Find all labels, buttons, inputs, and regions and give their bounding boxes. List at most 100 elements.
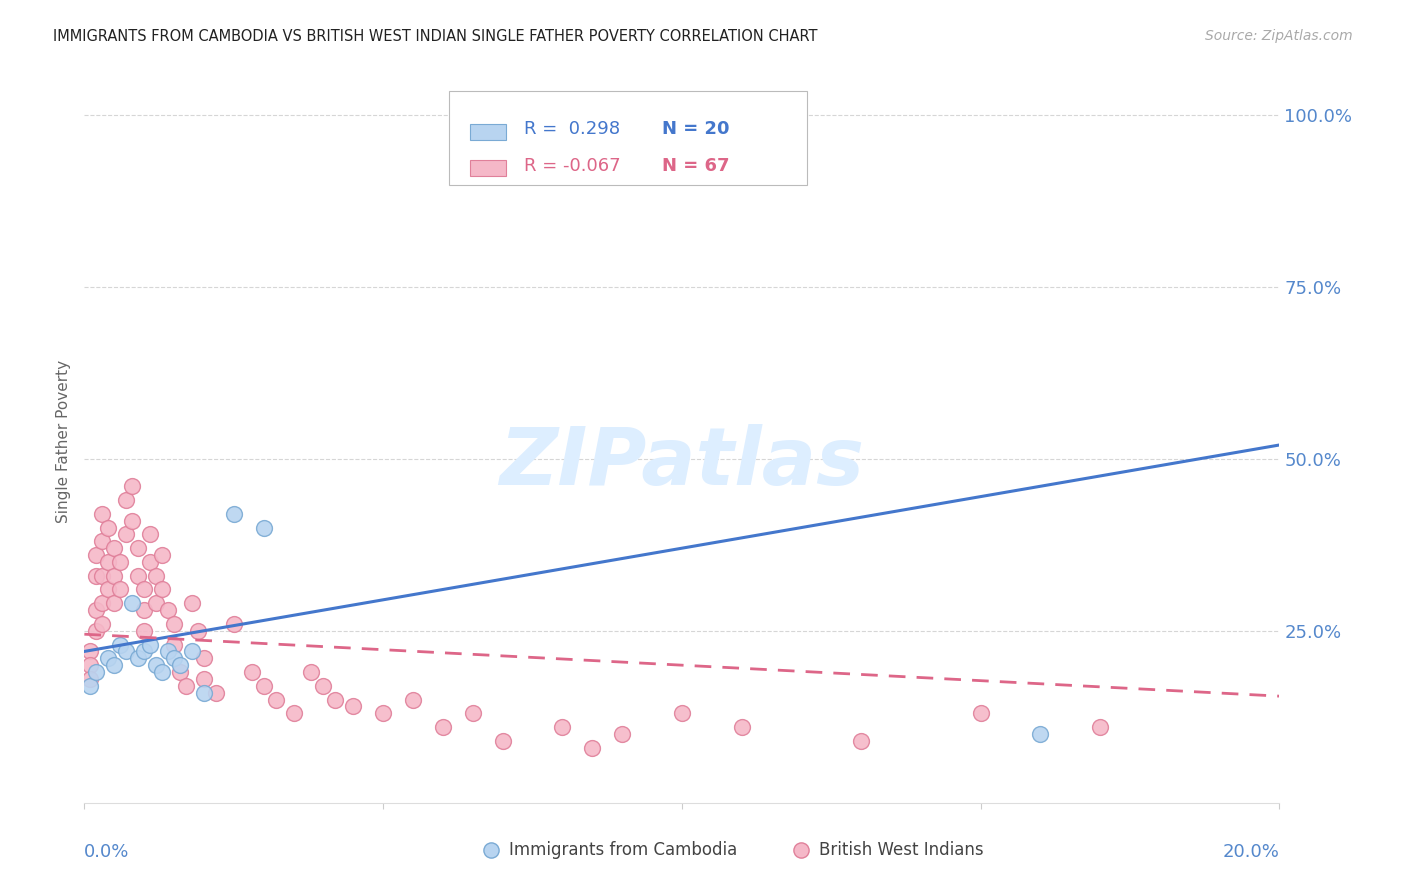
Text: IMMIGRANTS FROM CAMBODIA VS BRITISH WEST INDIAN SINGLE FATHER POVERTY CORRELATIO: IMMIGRANTS FROM CAMBODIA VS BRITISH WEST… [53,29,818,45]
Text: 20.0%: 20.0% [1223,843,1279,861]
Point [103,596,125,610]
Point [132,582,156,597]
Point [222,507,245,521]
Point [402,692,425,706]
Point [121,479,143,493]
Point [115,644,138,658]
Point [851,734,873,748]
Text: R =  0.298: R = 0.298 [524,120,620,138]
Point [222,616,245,631]
Point [91,616,114,631]
Point [127,651,149,665]
Point [103,568,125,582]
Point [181,596,204,610]
Point [150,582,173,597]
Point [301,665,323,679]
FancyBboxPatch shape [471,161,506,177]
Point [115,493,138,508]
Point [86,624,108,638]
Point [91,596,114,610]
Point [97,555,120,569]
Point [240,665,263,679]
Point [169,665,191,679]
Point [115,527,138,541]
Point [110,638,132,652]
Point [86,665,108,679]
Point [174,679,197,693]
Point [139,638,162,652]
Point [103,658,125,673]
Point [193,672,215,686]
Point [79,658,101,673]
Point [86,548,108,562]
Point [79,672,101,686]
Point [373,706,395,721]
Point [163,651,186,665]
Point [581,740,603,755]
Point [970,706,993,721]
Point [86,568,108,582]
Point [97,582,120,597]
Point [253,679,276,693]
Point [312,679,335,693]
Point [127,541,149,556]
Point [283,706,305,721]
Point [132,624,156,638]
Point [1029,727,1052,741]
Point [264,692,287,706]
Point [150,548,173,562]
Text: British West Indians: British West Indians [820,841,984,859]
Point [110,582,132,597]
Point [432,720,454,734]
Point [91,534,114,549]
Point [461,706,484,721]
FancyBboxPatch shape [471,124,506,140]
Point [157,603,180,617]
Point [103,541,125,556]
Point [110,555,132,569]
Text: R = -0.067: R = -0.067 [524,156,621,175]
Point [1090,720,1112,734]
Point [145,596,167,610]
Point [253,520,276,534]
Text: Source: ZipAtlas.com: Source: ZipAtlas.com [1205,29,1353,44]
Point [205,686,228,700]
Point [139,527,162,541]
Point [145,658,167,673]
Point [97,651,120,665]
Point [169,658,191,673]
Point [97,520,120,534]
Y-axis label: Single Father Poverty: Single Father Poverty [56,360,72,523]
Point [79,644,101,658]
Text: 0.0%: 0.0% [84,843,129,861]
Point [193,651,215,665]
Point [187,624,209,638]
Point [139,555,162,569]
Point [91,568,114,582]
Text: N = 20: N = 20 [662,120,730,138]
Point [671,706,693,721]
Point [132,644,156,658]
Point [132,603,156,617]
Point [181,644,204,658]
Point [163,616,186,631]
Point [193,686,215,700]
Point [121,596,143,610]
FancyBboxPatch shape [449,91,807,185]
Point [79,679,101,693]
Point [342,699,364,714]
Point [551,720,574,734]
Text: Immigrants from Cambodia: Immigrants from Cambodia [509,841,737,859]
Point [612,727,634,741]
Point [86,603,108,617]
Point [325,692,347,706]
Text: ZIPatlas: ZIPatlas [499,425,865,502]
Point [145,568,167,582]
Point [157,644,180,658]
Point [731,720,754,734]
Point [492,734,515,748]
Point [127,568,149,582]
Point [150,665,173,679]
Point [91,507,114,521]
Point [121,514,143,528]
